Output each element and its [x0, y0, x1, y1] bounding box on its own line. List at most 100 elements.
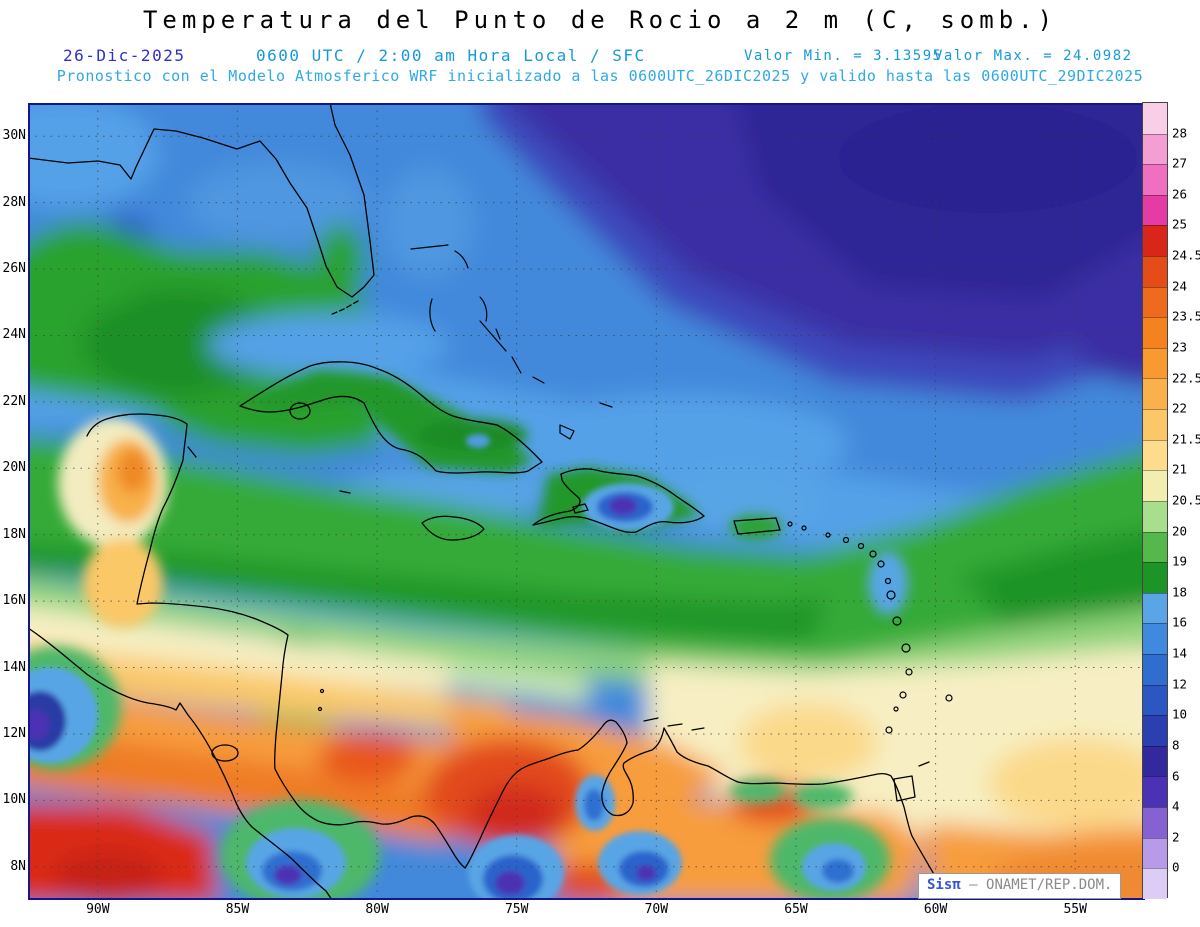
- coast-gulf-florida: [27, 102, 375, 298]
- coast-isle-of-youth: [289, 402, 311, 420]
- colorbar-label: 21.5: [1172, 431, 1200, 447]
- colorbar: [1142, 102, 1168, 899]
- lat-tick-label: 16N: [2, 593, 26, 609]
- coast-cuba: [239, 361, 543, 474]
- lon-tick-label: 70W: [644, 902, 669, 917]
- colorbar-label: 14: [1172, 645, 1188, 661]
- colorbar-label: 22: [1172, 400, 1188, 416]
- map-area: [27, 102, 1145, 901]
- watermark-brand: Sisπ: [927, 877, 961, 893]
- colorbar-cell: [1143, 347, 1167, 379]
- lon-tick-label: 85W: [225, 902, 250, 917]
- lat-tick-label: 20N: [2, 460, 26, 476]
- value-min: Valor Min. = 3.13595: [744, 48, 943, 64]
- colorbar-cell: [1143, 623, 1167, 654]
- colorbar-label: 27: [1172, 155, 1188, 171]
- lon-tick-label: 60W: [923, 902, 948, 917]
- colorbar-cell: [1143, 837, 1167, 869]
- map-grid: [28, 103, 1145, 900]
- colorbar-cell: [1143, 470, 1167, 501]
- lat-tick-label: 18N: [2, 526, 26, 542]
- colorbar-label: 23: [1172, 339, 1188, 355]
- lat-tick-label: 28N: [2, 194, 26, 210]
- coast-cozumel: [187, 446, 197, 458]
- coast-hispaniola: [532, 468, 705, 534]
- colorbar-label: 0: [1172, 859, 1180, 875]
- colorbar-cell: [1143, 807, 1167, 838]
- coast-lake-nicaragua: [211, 744, 239, 762]
- colorbar-cell: [1143, 500, 1167, 532]
- colorbar-cell: [1143, 592, 1167, 624]
- colorbar-cell: [1143, 715, 1167, 746]
- colorbar-cell: [1143, 684, 1167, 716]
- lat-tick-label: 8N: [10, 858, 26, 874]
- lat-tick-label: 22N: [2, 393, 26, 409]
- coast-gonave: [572, 503, 589, 514]
- watermark: Sisπ – ONAMET/REP.DOM.: [918, 873, 1122, 899]
- colorbar-cell: [1143, 776, 1167, 808]
- lon-tick-label: 65W: [784, 902, 808, 917]
- page-title: Temperatura del Punto de Rocio a 2 m (C,…: [142, 6, 1058, 34]
- colorbar-label: 18: [1172, 584, 1188, 600]
- coast-cayman: [339, 490, 351, 494]
- colorbar-cell: [1143, 286, 1167, 318]
- colorbar-label: 20: [1172, 523, 1188, 539]
- coast-florida-keys: [329, 300, 359, 316]
- subtitle-line-1: 26-Dic-2025 0600 UTC / 2:00 am Hora Loca…: [0, 46, 1200, 66]
- lon-tick-label: 90W: [86, 902, 110, 917]
- colorbar-label: 28: [1172, 125, 1188, 141]
- colorbar-label: 10: [1172, 706, 1188, 722]
- colorbar-cell: [1143, 225, 1167, 257]
- coastlines: [27, 102, 953, 901]
- colorbar-cell: [1143, 562, 1167, 593]
- lon-tick-label: 55W: [1063, 902, 1087, 917]
- colorbar-label: 23.5: [1172, 308, 1200, 324]
- colorbar-cell: [1143, 531, 1167, 563]
- colorbar-cell: [1143, 378, 1167, 410]
- coast-bahamas: [410, 244, 613, 440]
- colorbar-label: 8: [1172, 737, 1180, 753]
- coast-jamaica: [421, 515, 485, 541]
- dewpoint-field: [28, 103, 1145, 900]
- value-max: Valor Max. = 24.0982: [934, 48, 1133, 64]
- colorbar-label: 21: [1172, 461, 1188, 477]
- lon-tick-label: 80W: [365, 902, 389, 917]
- colorbar-label: 19: [1172, 553, 1188, 569]
- lat-tick-label: 14N: [2, 659, 26, 675]
- colorbar-cell: [1143, 133, 1167, 165]
- lat-tick-label: 30N: [2, 128, 26, 144]
- coast-central-south-america: [86, 413, 949, 901]
- colorbar-cell: [1143, 653, 1167, 685]
- colorbar-label: 26: [1172, 186, 1188, 202]
- colorbar-label: 2: [1172, 829, 1180, 845]
- colorbar-cell: [1143, 103, 1167, 134]
- colorbar-cell: [1143, 439, 1167, 471]
- colorbar-label: 24.5: [1172, 247, 1200, 263]
- lat-tick-label: 10N: [2, 792, 26, 808]
- colorbar-label: 25: [1172, 216, 1188, 232]
- watermark-org: – ONAMET/REP.DOM.: [969, 877, 1113, 893]
- coast-lesser-antilles: [317, 521, 953, 734]
- lat-tick-label: 24N: [2, 327, 26, 343]
- colorbar-label: 20.5: [1172, 492, 1200, 508]
- colorbar-label: 6: [1172, 768, 1180, 784]
- coast-tobago: [918, 761, 930, 767]
- colorbar-label: 24: [1172, 278, 1188, 294]
- colorbar-label: 4: [1172, 798, 1180, 814]
- forecast-time: 0600 UTC / 2:00 am Hora Local / SFC: [256, 46, 646, 65]
- colorbar-cell: [1143, 317, 1167, 348]
- colorbar-cell: [1143, 868, 1167, 899]
- colorbar-label: 22.5: [1172, 370, 1200, 386]
- coast-puerto-rico: [733, 517, 781, 535]
- subtitle-line-2: Pronostico con el Modelo Atmosferico WRF…: [56, 67, 1144, 85]
- forecast-date: 26-Dic-2025: [63, 46, 186, 65]
- map-canvas: [27, 102, 1145, 901]
- colorbar-cell: [1143, 194, 1167, 226]
- colorbar-label: 12: [1172, 676, 1188, 692]
- coast-trinidad: [893, 775, 916, 802]
- colorbar-cell: [1143, 256, 1167, 287]
- colorbar-cell: [1143, 409, 1167, 440]
- colorbar-cell: [1143, 745, 1167, 777]
- coast-pacific-central-america: [27, 627, 333, 901]
